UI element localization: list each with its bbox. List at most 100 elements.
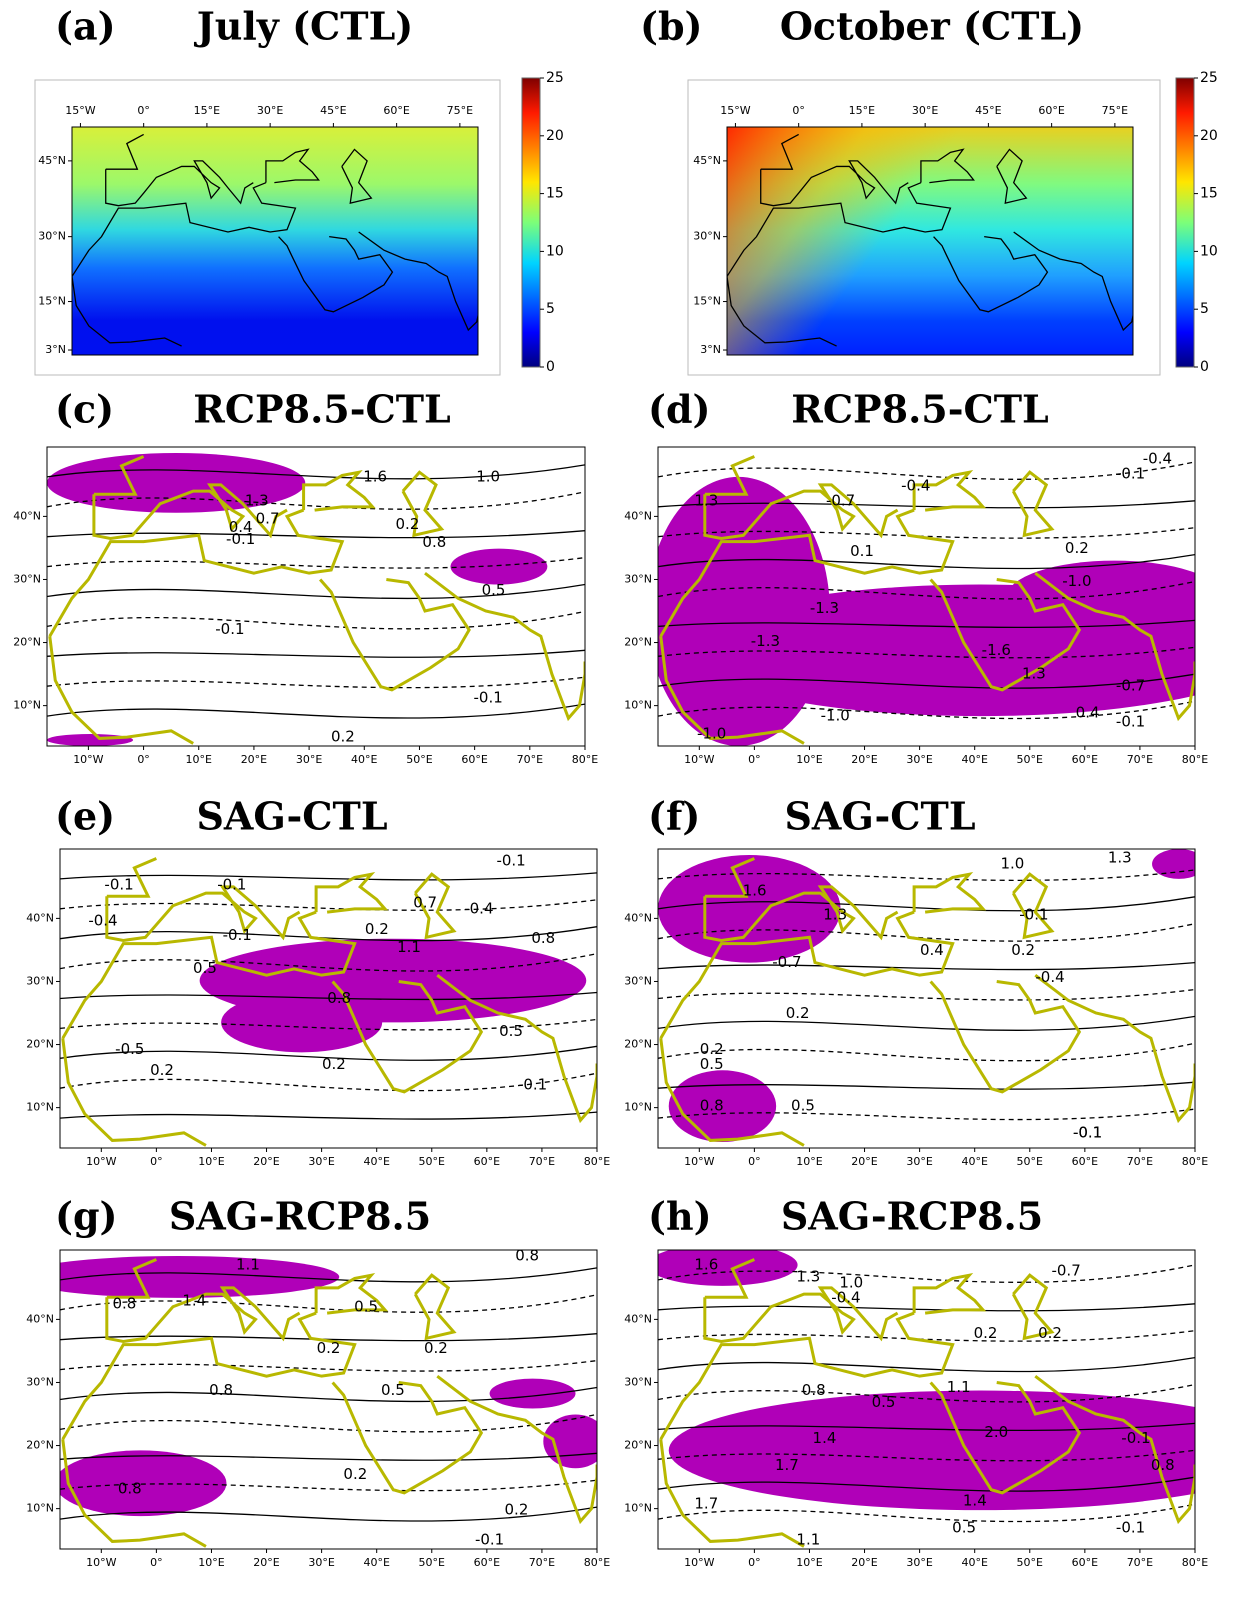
contour-line bbox=[658, 896, 1195, 912]
coastline bbox=[358, 231, 478, 332]
contour-label: -0.4 bbox=[1035, 968, 1064, 986]
x-tick-label: 60°E bbox=[1072, 1556, 1098, 1569]
x-tick-label: 30°E bbox=[906, 1556, 932, 1569]
y-tick-label: 20°N bbox=[624, 1439, 652, 1452]
contour-label: -1.3 bbox=[751, 632, 780, 650]
contour-label: 1.4 bbox=[963, 1492, 987, 1510]
coastline bbox=[401, 470, 445, 538]
x-tick-label: 60°E bbox=[461, 753, 487, 766]
contour-label: 1.1 bbox=[236, 1255, 260, 1273]
contour-label: 0.5 bbox=[791, 1097, 815, 1115]
significance-area bbox=[658, 1250, 798, 1286]
map-content bbox=[60, 857, 597, 1147]
x-tick-label: 10°W bbox=[73, 753, 103, 766]
x-tick-label: 50°E bbox=[1017, 1155, 1043, 1168]
coastline bbox=[424, 571, 585, 722]
contour-label: 0.2 bbox=[1038, 1324, 1062, 1342]
contour-label: -0.1 bbox=[1019, 905, 1048, 923]
y-tick-label: 40°N bbox=[624, 911, 652, 924]
coastline bbox=[659, 636, 805, 745]
x-tick-label: 50°E bbox=[419, 1556, 445, 1569]
contour-label: 2.0 bbox=[984, 1423, 1008, 1441]
contour-label: 1.3 bbox=[1022, 665, 1046, 683]
panel-title: RCP8.5-CTL bbox=[193, 387, 451, 432]
x-tick-label: 70°E bbox=[1127, 1155, 1153, 1168]
coastline bbox=[929, 979, 1082, 1094]
contour-label: 1.3 bbox=[1108, 848, 1132, 866]
contour-label: 1.6 bbox=[743, 881, 767, 899]
coastline bbox=[1034, 571, 1195, 722]
coastline bbox=[61, 910, 357, 1039]
significance-area bbox=[668, 1390, 1195, 1511]
coastline bbox=[48, 508, 345, 637]
y-tick-label: 10°N bbox=[26, 1101, 54, 1114]
contour-line bbox=[47, 464, 585, 480]
map-area bbox=[72, 127, 478, 355]
y-tick-label: 40°N bbox=[624, 1312, 652, 1325]
x-tick-label: 10°E bbox=[796, 753, 822, 766]
contour-label: 0.2 bbox=[1065, 539, 1089, 557]
coastline bbox=[912, 469, 987, 512]
panel-label: (d) bbox=[648, 387, 711, 432]
contour-label: 0.7 bbox=[413, 893, 437, 911]
coastline bbox=[659, 1038, 805, 1147]
x-tick-label: 80°E bbox=[584, 1556, 610, 1569]
contour-label: 0.5 bbox=[872, 1393, 896, 1411]
x-tick-label: 10°W bbox=[684, 1556, 714, 1569]
contour-label: -0.7 bbox=[1051, 1261, 1080, 1279]
colorbar-tick-label: 0 bbox=[1200, 359, 1209, 375]
coastline bbox=[106, 857, 157, 898]
contour-line bbox=[60, 1045, 597, 1061]
contour-line bbox=[658, 527, 1195, 539]
contour-label: 1.0 bbox=[476, 467, 500, 485]
x-tick-label: 40°E bbox=[961, 1155, 987, 1168]
coastline bbox=[105, 1286, 301, 1343]
coastline bbox=[61, 1038, 207, 1147]
map-warm bbox=[727, 127, 1133, 355]
x-tick-label: 75°E bbox=[447, 104, 473, 117]
coastline bbox=[436, 1374, 597, 1525]
coastline bbox=[72, 182, 297, 277]
coastline bbox=[996, 148, 1028, 205]
contour-line bbox=[658, 1303, 1195, 1312]
contour-line bbox=[60, 899, 597, 911]
contour-line bbox=[47, 530, 585, 539]
panel-label: (f) bbox=[648, 794, 700, 839]
contour-line bbox=[60, 1359, 597, 1372]
y-tick-label: 30°N bbox=[624, 974, 652, 987]
map-frame bbox=[59, 1249, 598, 1550]
x-tick-label: 30°E bbox=[906, 753, 932, 766]
map-box bbox=[687, 79, 1161, 376]
coastline bbox=[1011, 1273, 1055, 1341]
contour-label: 0.5 bbox=[354, 1297, 378, 1315]
contour-line bbox=[658, 553, 1195, 570]
contour-label: 0.2 bbox=[974, 1324, 998, 1342]
contour-label: -0.1 bbox=[475, 1531, 504, 1549]
map-content bbox=[72, 133, 478, 347]
contour-label: 0.2 bbox=[150, 1061, 174, 1079]
coastline bbox=[912, 871, 987, 914]
x-tick-label: 10°W bbox=[86, 1155, 116, 1168]
contour-line bbox=[60, 952, 597, 972]
contour-line bbox=[658, 500, 1195, 509]
contour-line bbox=[60, 1294, 597, 1313]
map-frame bbox=[657, 848, 1196, 1149]
contour-label: 1.4 bbox=[813, 1429, 837, 1447]
map-frame bbox=[59, 848, 598, 1149]
panel-label: (a) bbox=[55, 4, 116, 49]
coastline bbox=[61, 1311, 357, 1440]
x-tick-label: 70°E bbox=[529, 1556, 555, 1569]
coastline bbox=[106, 1258, 157, 1299]
contour-label: -0.1 bbox=[496, 851, 525, 869]
contour-label: 0.2 bbox=[1011, 941, 1035, 959]
map-box bbox=[34, 79, 501, 376]
colorbar-tick-label: 25 bbox=[546, 70, 564, 86]
y-tick-label: 40°N bbox=[624, 509, 652, 522]
map-frame bbox=[726, 126, 1134, 356]
coastline bbox=[92, 483, 288, 540]
y-tick-label: 10°N bbox=[624, 1502, 652, 1515]
contour-line bbox=[60, 1333, 597, 1342]
x-tick-label: 0° bbox=[150, 1556, 163, 1569]
coastline bbox=[933, 235, 1049, 313]
panel-title: October (CTL) bbox=[780, 4, 1084, 49]
